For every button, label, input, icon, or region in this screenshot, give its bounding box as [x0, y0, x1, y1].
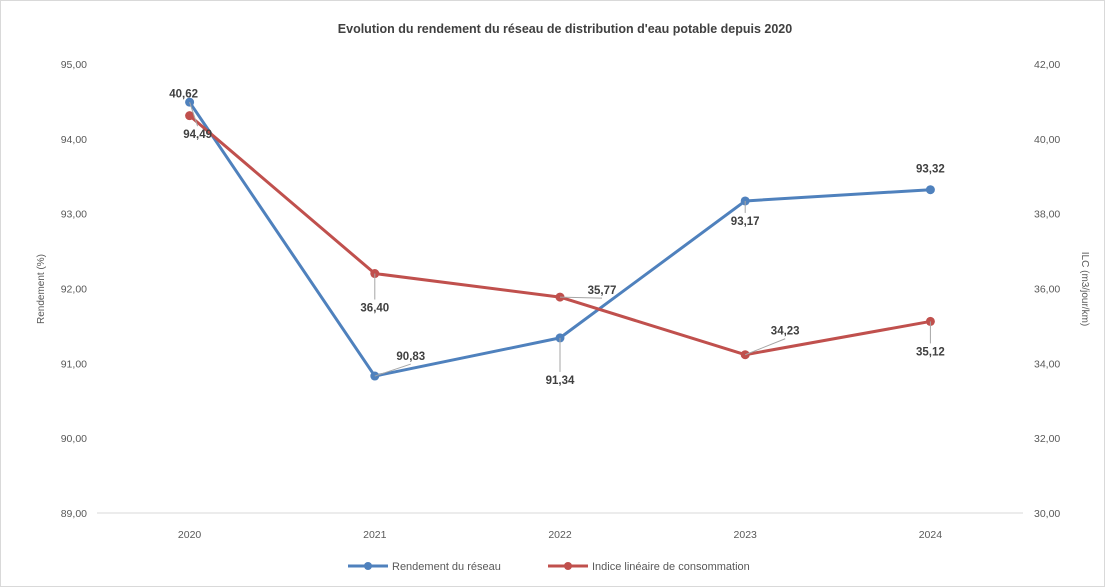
- right-tick-label: 38,00: [1034, 209, 1060, 221]
- left-tick-label: 89,00: [61, 508, 87, 520]
- data-label: 35,77: [588, 285, 617, 297]
- right-tick-label: 40,00: [1034, 134, 1060, 146]
- left-tick-label: 94,00: [61, 134, 87, 146]
- legend-marker: [564, 562, 572, 570]
- legend-label: Indice linéaire de consommation: [592, 561, 750, 573]
- x-tick-label: 2023: [734, 529, 758, 541]
- data-label: 93,32: [916, 164, 945, 176]
- right-tick-label: 36,00: [1034, 284, 1060, 296]
- x-tick-label: 2024: [919, 529, 943, 541]
- data-label: 35,12: [916, 346, 945, 358]
- data-point: [926, 185, 935, 194]
- x-tick-label: 2021: [363, 529, 387, 541]
- right-tick-label: 42,00: [1034, 59, 1060, 71]
- right-tick-label: 30,00: [1034, 508, 1060, 520]
- left-axis-label: Rendement (%): [36, 254, 47, 324]
- data-label: 93,17: [731, 216, 760, 228]
- right-axis-label: ILC (m3/jour/km): [1079, 252, 1090, 326]
- right-tick-label: 32,00: [1034, 433, 1060, 445]
- right-tick-label: 34,00: [1034, 358, 1060, 370]
- legend-marker: [364, 562, 372, 570]
- data-label: 34,23: [771, 326, 800, 338]
- data-label: 94,49: [183, 129, 212, 141]
- left-tick-label: 95,00: [61, 59, 87, 71]
- left-tick-label: 90,00: [61, 433, 87, 445]
- data-label: 90,83: [396, 351, 425, 363]
- left-tick-label: 93,00: [61, 209, 87, 221]
- data-label: 36,40: [360, 303, 389, 315]
- chart-title: Evolution du rendement du réseau de dist…: [338, 22, 792, 36]
- left-tick-label: 92,00: [61, 284, 87, 296]
- data-label: 40,62: [169, 89, 198, 101]
- legend-label: Rendement du réseau: [392, 561, 501, 573]
- x-tick-label: 2022: [548, 529, 572, 541]
- data-label: 91,34: [546, 375, 575, 387]
- left-tick-label: 91,00: [61, 358, 87, 370]
- x-tick-label: 2020: [178, 529, 202, 541]
